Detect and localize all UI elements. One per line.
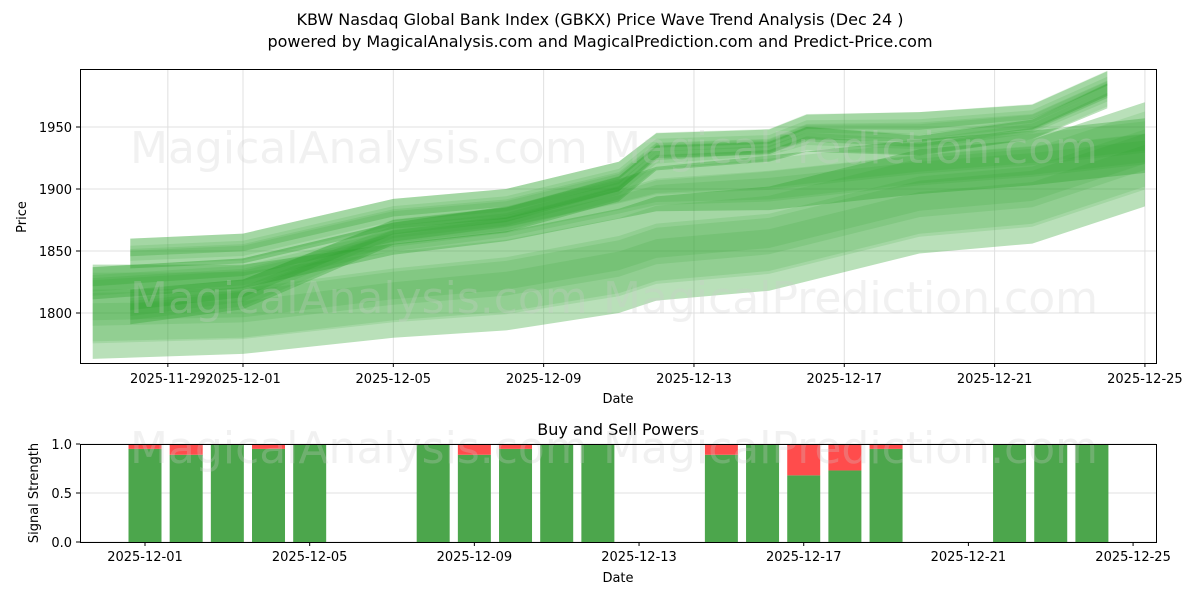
y-tick-label: 1.0 [51, 438, 72, 453]
price-y-axis: 1800 1850 1900 1950 [39, 121, 80, 322]
x-tick-label: 2025-12-21 [931, 550, 1007, 565]
price-y-axis-label: Price [15, 201, 30, 233]
x-tick-label: 2025-12-17 [806, 372, 882, 387]
price-x-axis: 2025-11-292025-12-01 2025-12-05 2025-12-09… [130, 363, 1183, 387]
y-tick-label: 1850 [39, 245, 72, 260]
buy-bar [787, 475, 820, 542]
x-tick-label: 2025-12-25 [1107, 372, 1183, 387]
buy-sell-power-plot: Buy and Sell Powers MagicalAnalysis.com … [27, 420, 1171, 586]
x-tick-label: 2025-12-13 [601, 550, 677, 565]
watermark-top-left: MagicalAnalysis.com [130, 123, 588, 174]
x-tick-label: 2025-12-09 [506, 372, 582, 387]
watermark-mid-right: MagicalPrediction.com [603, 273, 1098, 324]
y-tick-label: 0.5 [51, 487, 72, 502]
watermark-mid-left: MagicalAnalysis.com [130, 273, 588, 324]
signal-x-axis: 2025-12-01 2025-12-05 2025-12-09 2025-12-13… [107, 542, 1171, 565]
x-tick-label: 2025-12-05 [356, 372, 432, 387]
signal-y-axis: 0.0 0.5 1.0 [51, 438, 80, 551]
price-x-axis-label: Date [602, 392, 633, 407]
watermark-bottom-right: MagicalPrediction.com [603, 423, 1098, 474]
y-tick-label: 1900 [39, 183, 72, 198]
watermark-top-right: MagicalPrediction.com [603, 123, 1098, 174]
x-tick-label: 2025-11-29 [130, 372, 206, 387]
watermark-bottom-left: MagicalAnalysis.com [130, 423, 588, 474]
y-tick-label: 1800 [39, 307, 72, 322]
chart-canvas: MagicalAnalysis.com MagicalPrediction.co… [0, 0, 1200, 600]
buy-bar [828, 470, 861, 542]
y-tick-label: 1950 [39, 121, 72, 136]
x-tick-label: 2025-12-09 [437, 550, 513, 565]
x-tick-label: 2025-12-01 [107, 550, 183, 565]
x-tick-label: 2025-12-01 [205, 372, 281, 387]
x-tick-label: 2025-12-25 [1095, 550, 1171, 565]
x-tick-label: 2025-12-05 [272, 550, 348, 565]
x-tick-label: 2025-12-21 [957, 372, 1033, 387]
x-tick-label: 2025-12-17 [766, 550, 842, 565]
price-wave-plot: MagicalAnalysis.com MagicalPrediction.co… [15, 69, 1183, 407]
signal-y-axis-label: Signal Strength [27, 443, 42, 543]
signal-x-axis-label: Date [602, 571, 633, 586]
x-tick-label: 2025-12-13 [656, 372, 732, 387]
y-tick-label: 0.0 [51, 536, 72, 551]
